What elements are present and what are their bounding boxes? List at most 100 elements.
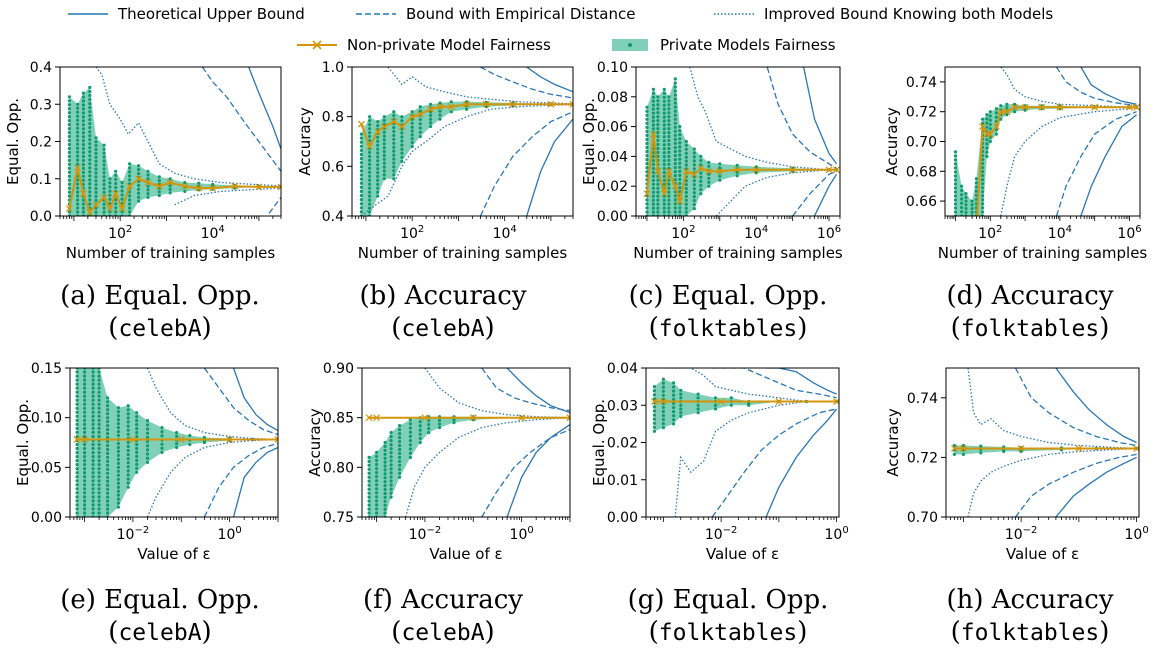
private-point: [713, 403, 718, 407]
private-point: [988, 139, 992, 144]
private-point: [667, 154, 671, 158]
chart-d: 0.66 0.68 0.70 0.72 0.74 102 104 106 Number of t…: [883, 66, 1147, 262]
nonprivate-marker: [566, 414, 570, 422]
nonprivate-marker: [569, 100, 573, 108]
private-point: [672, 401, 676, 405]
x-axis-label-d: Number of training samples: [938, 244, 1148, 262]
private-point: [91, 471, 95, 475]
private-point: [964, 195, 968, 199]
private-point: [76, 190, 80, 194]
private-point: [67, 142, 71, 147]
nonprivate-marker: [518, 414, 526, 422]
private-point: [145, 460, 150, 464]
private-point: [116, 449, 120, 453]
private-point: [83, 378, 87, 382]
private-point: [400, 155, 404, 159]
private-point: [656, 146, 660, 151]
private-point: [67, 134, 71, 139]
private-point: [75, 430, 79, 434]
y-tick-label: 0.05: [31, 460, 62, 476]
private-point: [673, 158, 677, 162]
private-point: [91, 487, 95, 491]
bound-dashed-lo-e: [203, 442, 278, 517]
private-point: [375, 450, 379, 454]
private-point: [662, 131, 666, 135]
private-point: [76, 106, 80, 110]
nonprivate-marker: [421, 414, 429, 422]
private-point: [981, 117, 985, 121]
caption-title: (e) Equal. Opp.: [60, 585, 260, 615]
private-point: [718, 162, 722, 166]
private-point: [645, 133, 649, 137]
private-point: [645, 210, 649, 214]
private-point: [106, 511, 110, 515]
private-point: [672, 418, 676, 422]
private-point: [94, 147, 98, 152]
private-point: [679, 392, 683, 396]
private-point: [667, 95, 671, 99]
legend-label-4: Private Models Fairness: [660, 36, 836, 54]
private-point: [67, 190, 71, 194]
bound-solid-hi-a: [248, 67, 281, 150]
nonprivate-marker: [177, 436, 185, 443]
private-point: [410, 137, 414, 141]
private-point: [961, 452, 965, 456]
private-point: [102, 151, 106, 155]
private-point: [137, 187, 141, 191]
private-point: [76, 110, 80, 114]
private-point: [382, 153, 386, 158]
private-point: [368, 186, 372, 190]
x-tick-label: 104: [201, 224, 225, 242]
private-point: [410, 129, 414, 133]
private-point: [651, 111, 655, 115]
private-point: [645, 174, 649, 178]
private-point: [382, 165, 386, 169]
private-point: [67, 111, 71, 115]
private-point: [398, 432, 402, 436]
private-point: [88, 93, 92, 98]
y-tick-label: 0.00: [597, 209, 628, 225]
private-point: [684, 206, 688, 210]
private-point: [375, 499, 379, 503]
caption-dataset: (celebA): [108, 617, 212, 647]
private-point: [692, 207, 696, 211]
bound-dotted-lo-g: [668, 400, 837, 517]
nonprivate-marker: [482, 100, 490, 108]
y-tick-label: 0.04: [597, 149, 628, 165]
private-point: [102, 190, 106, 194]
legend-label-3: Non-private Model Fairness: [347, 36, 551, 54]
x-axis-label-f: Value of ε: [429, 545, 502, 563]
private-point: [106, 491, 110, 495]
private-point: [645, 162, 649, 166]
private-point: [656, 127, 660, 131]
legend-label-0: Theoretical Upper Bound: [118, 5, 305, 23]
private-point: [651, 202, 655, 206]
private-point: [651, 174, 655, 178]
private-point: [135, 470, 139, 474]
private-point: [376, 163, 380, 167]
private-point: [94, 194, 98, 198]
y-tick-label: 0.75: [323, 510, 354, 526]
private-point: [97, 390, 101, 394]
x-axis-label-h: Value of ε: [1006, 545, 1079, 563]
private-point: [953, 190, 958, 194]
private-point: [97, 511, 101, 515]
private-point: [651, 99, 655, 103]
private-point: [97, 483, 101, 487]
private-point: [116, 489, 120, 493]
private-point: [1013, 102, 1017, 106]
private-point: [75, 475, 79, 479]
private-point: [359, 152, 363, 157]
private-point: [418, 428, 422, 432]
nonprivate-marker: [231, 182, 239, 190]
private-point: [116, 418, 120, 422]
private-point: [383, 476, 387, 480]
private-point: [960, 201, 964, 205]
private-point: [400, 151, 404, 155]
private-point: [673, 137, 677, 141]
private-point: [382, 146, 386, 150]
private-point: [707, 176, 711, 180]
private-point: [83, 459, 87, 463]
private-point: [106, 412, 110, 416]
private-point: [108, 193, 112, 197]
